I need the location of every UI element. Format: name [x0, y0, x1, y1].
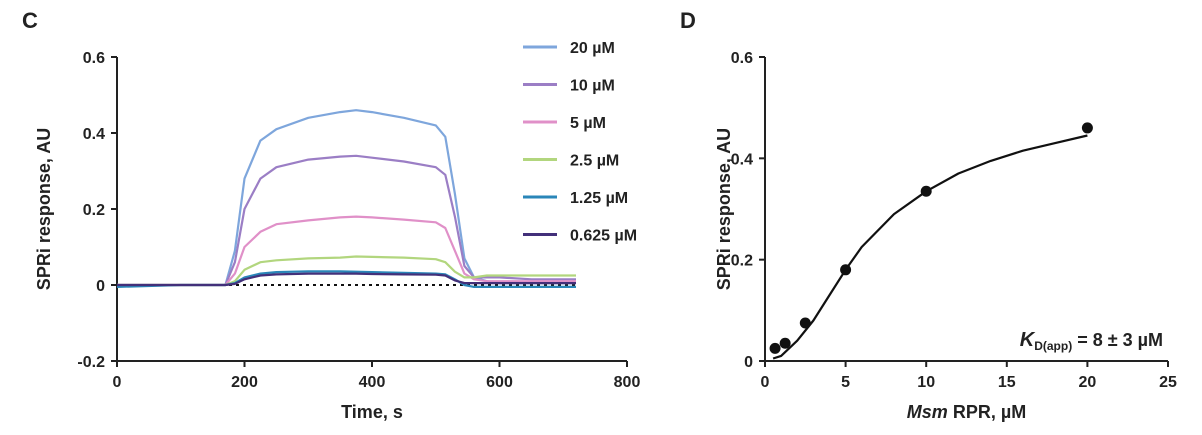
panel-letter-d: D: [680, 8, 696, 33]
x-tick-label: 10: [917, 374, 935, 391]
legend-label-0: 20 µM: [570, 40, 615, 57]
series-line-2: [117, 215, 576, 287]
x-tick-label: 0: [113, 374, 122, 391]
y-tick-label: 0.6: [83, 50, 105, 67]
x-tick-label: 5: [841, 374, 850, 391]
x-axis-title: Time, s: [341, 402, 403, 422]
x-tick-label: 400: [359, 374, 386, 391]
x-tick-label: 0: [761, 374, 770, 391]
y-axis-title: SPRi response, AU: [34, 128, 54, 290]
x-axis-title-rest: RPR, µM: [948, 402, 1026, 422]
y-tick-label: 0.4: [83, 126, 105, 143]
x-tick-label: 15: [998, 374, 1016, 391]
x-tick-label: 800: [614, 374, 641, 391]
x-tick-label: 25: [1159, 374, 1177, 391]
kd-subscript: D(app): [1034, 339, 1072, 353]
series-line-5: [117, 272, 576, 287]
y-axis-title: SPRi response, AU: [714, 128, 734, 290]
y-tick-label: 0: [96, 278, 105, 295]
legend-label-2: 5 µM: [570, 115, 606, 132]
data-point-4: [920, 185, 932, 197]
legend-label-3: 2.5 µM: [570, 153, 619, 170]
fit-curve: [772, 134, 1088, 360]
y-tick-label: -0.2: [77, 354, 105, 371]
data-point-3: [840, 264, 852, 276]
x-axis-title: Msm RPR, µM: [907, 402, 1026, 422]
data-point-5: [1081, 122, 1093, 134]
legend-label-5: 0.625 µM: [570, 228, 637, 245]
data-point-2: [799, 317, 811, 329]
y-tick-label: 0.2: [83, 202, 105, 219]
series-line-3: [117, 255, 576, 287]
series-line-1: [117, 154, 576, 287]
kd-symbol: K: [1020, 329, 1036, 351]
data-point-0: [769, 342, 781, 354]
legend-label-1: 10 µM: [570, 78, 615, 95]
x-tick-label: 200: [231, 374, 258, 391]
kd-annotation: KD(app) = 8 ± 3 µM: [1020, 329, 1163, 353]
series-line-4: [116, 270, 576, 288]
kd-value: = 8 ± 3 µM: [1072, 330, 1163, 350]
x-tick-label: 20: [1079, 374, 1097, 391]
y-tick-label: 0.4: [731, 151, 753, 168]
panel-letter-c: C: [22, 8, 38, 33]
y-tick-label: 0.2: [731, 253, 753, 270]
legend-label-4: 1.25 µM: [570, 190, 628, 207]
x-axis-title-italic: Msm: [907, 402, 948, 422]
y-tick-label: 0.6: [731, 50, 753, 67]
y-tick-label: 0: [744, 354, 753, 371]
chart-c: -0.2 0 0.2 0.4 0.6 0 200 400 600 800 Time, s SPRi r…: [34, 40, 640, 422]
data-point-1: [779, 337, 791, 349]
x-tick-label: 600: [486, 374, 513, 391]
chart-d: 0 0.2 0.4 0.6 0 5 10 15 20 25 Msm RPR, µM SPRi resp…: [714, 50, 1177, 422]
series-line-0: [117, 109, 576, 287]
